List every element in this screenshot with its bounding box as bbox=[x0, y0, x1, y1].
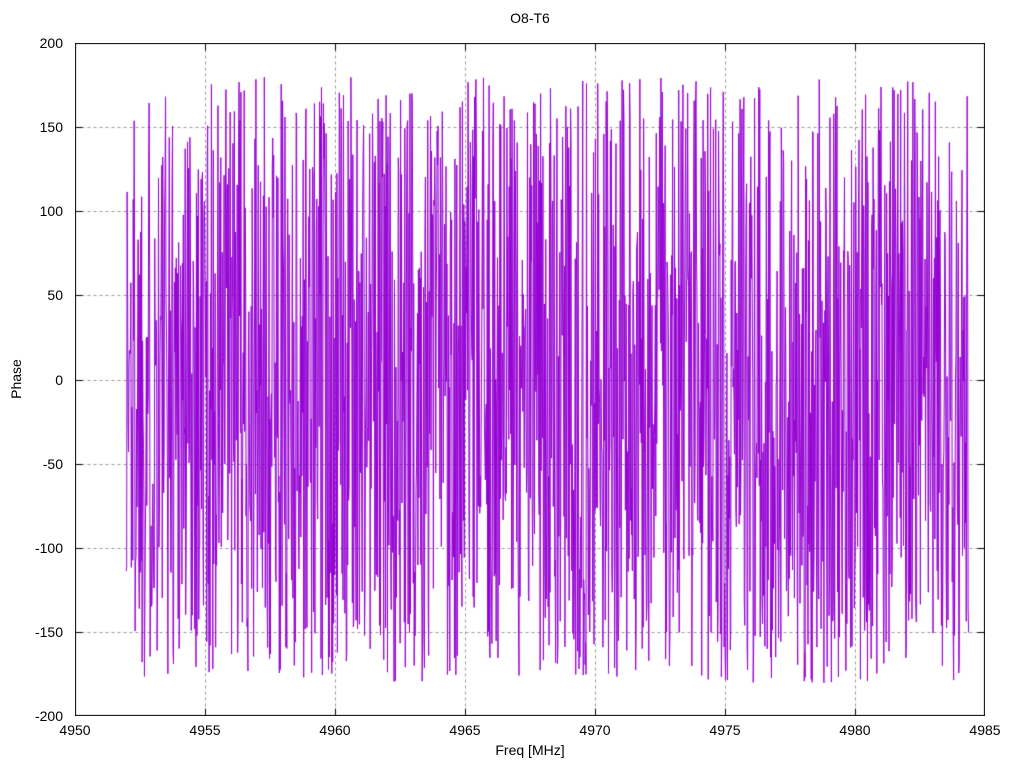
y-tick-label: 0 bbox=[55, 371, 63, 388]
x-tick-label: 4965 bbox=[449, 722, 481, 738]
y-tick-label: -50 bbox=[42, 455, 63, 472]
y-tick-label: 50 bbox=[47, 287, 63, 304]
x-tick-label: 4955 bbox=[189, 722, 221, 738]
y-tick-label: -150 bbox=[34, 623, 63, 640]
x-tick-label: 4960 bbox=[319, 722, 351, 738]
chart-title: O8-T6 bbox=[510, 10, 550, 26]
y-tick-label: -100 bbox=[34, 539, 63, 556]
x-axis-label: Freq [MHz] bbox=[495, 742, 565, 758]
x-tick-label: 4975 bbox=[709, 722, 741, 738]
y-tick-label: -200 bbox=[34, 708, 63, 724]
x-tick-label: 4950 bbox=[59, 722, 91, 738]
y-tick-label: 200 bbox=[39, 35, 63, 51]
y-tick-label: 100 bbox=[39, 203, 63, 220]
x-tick-label: 4970 bbox=[579, 722, 611, 738]
plot-area bbox=[75, 43, 985, 716]
x-tick-label: 4985 bbox=[969, 722, 1001, 738]
x-tick-label: 4980 bbox=[839, 722, 871, 738]
y-tick-label: 150 bbox=[39, 119, 63, 136]
